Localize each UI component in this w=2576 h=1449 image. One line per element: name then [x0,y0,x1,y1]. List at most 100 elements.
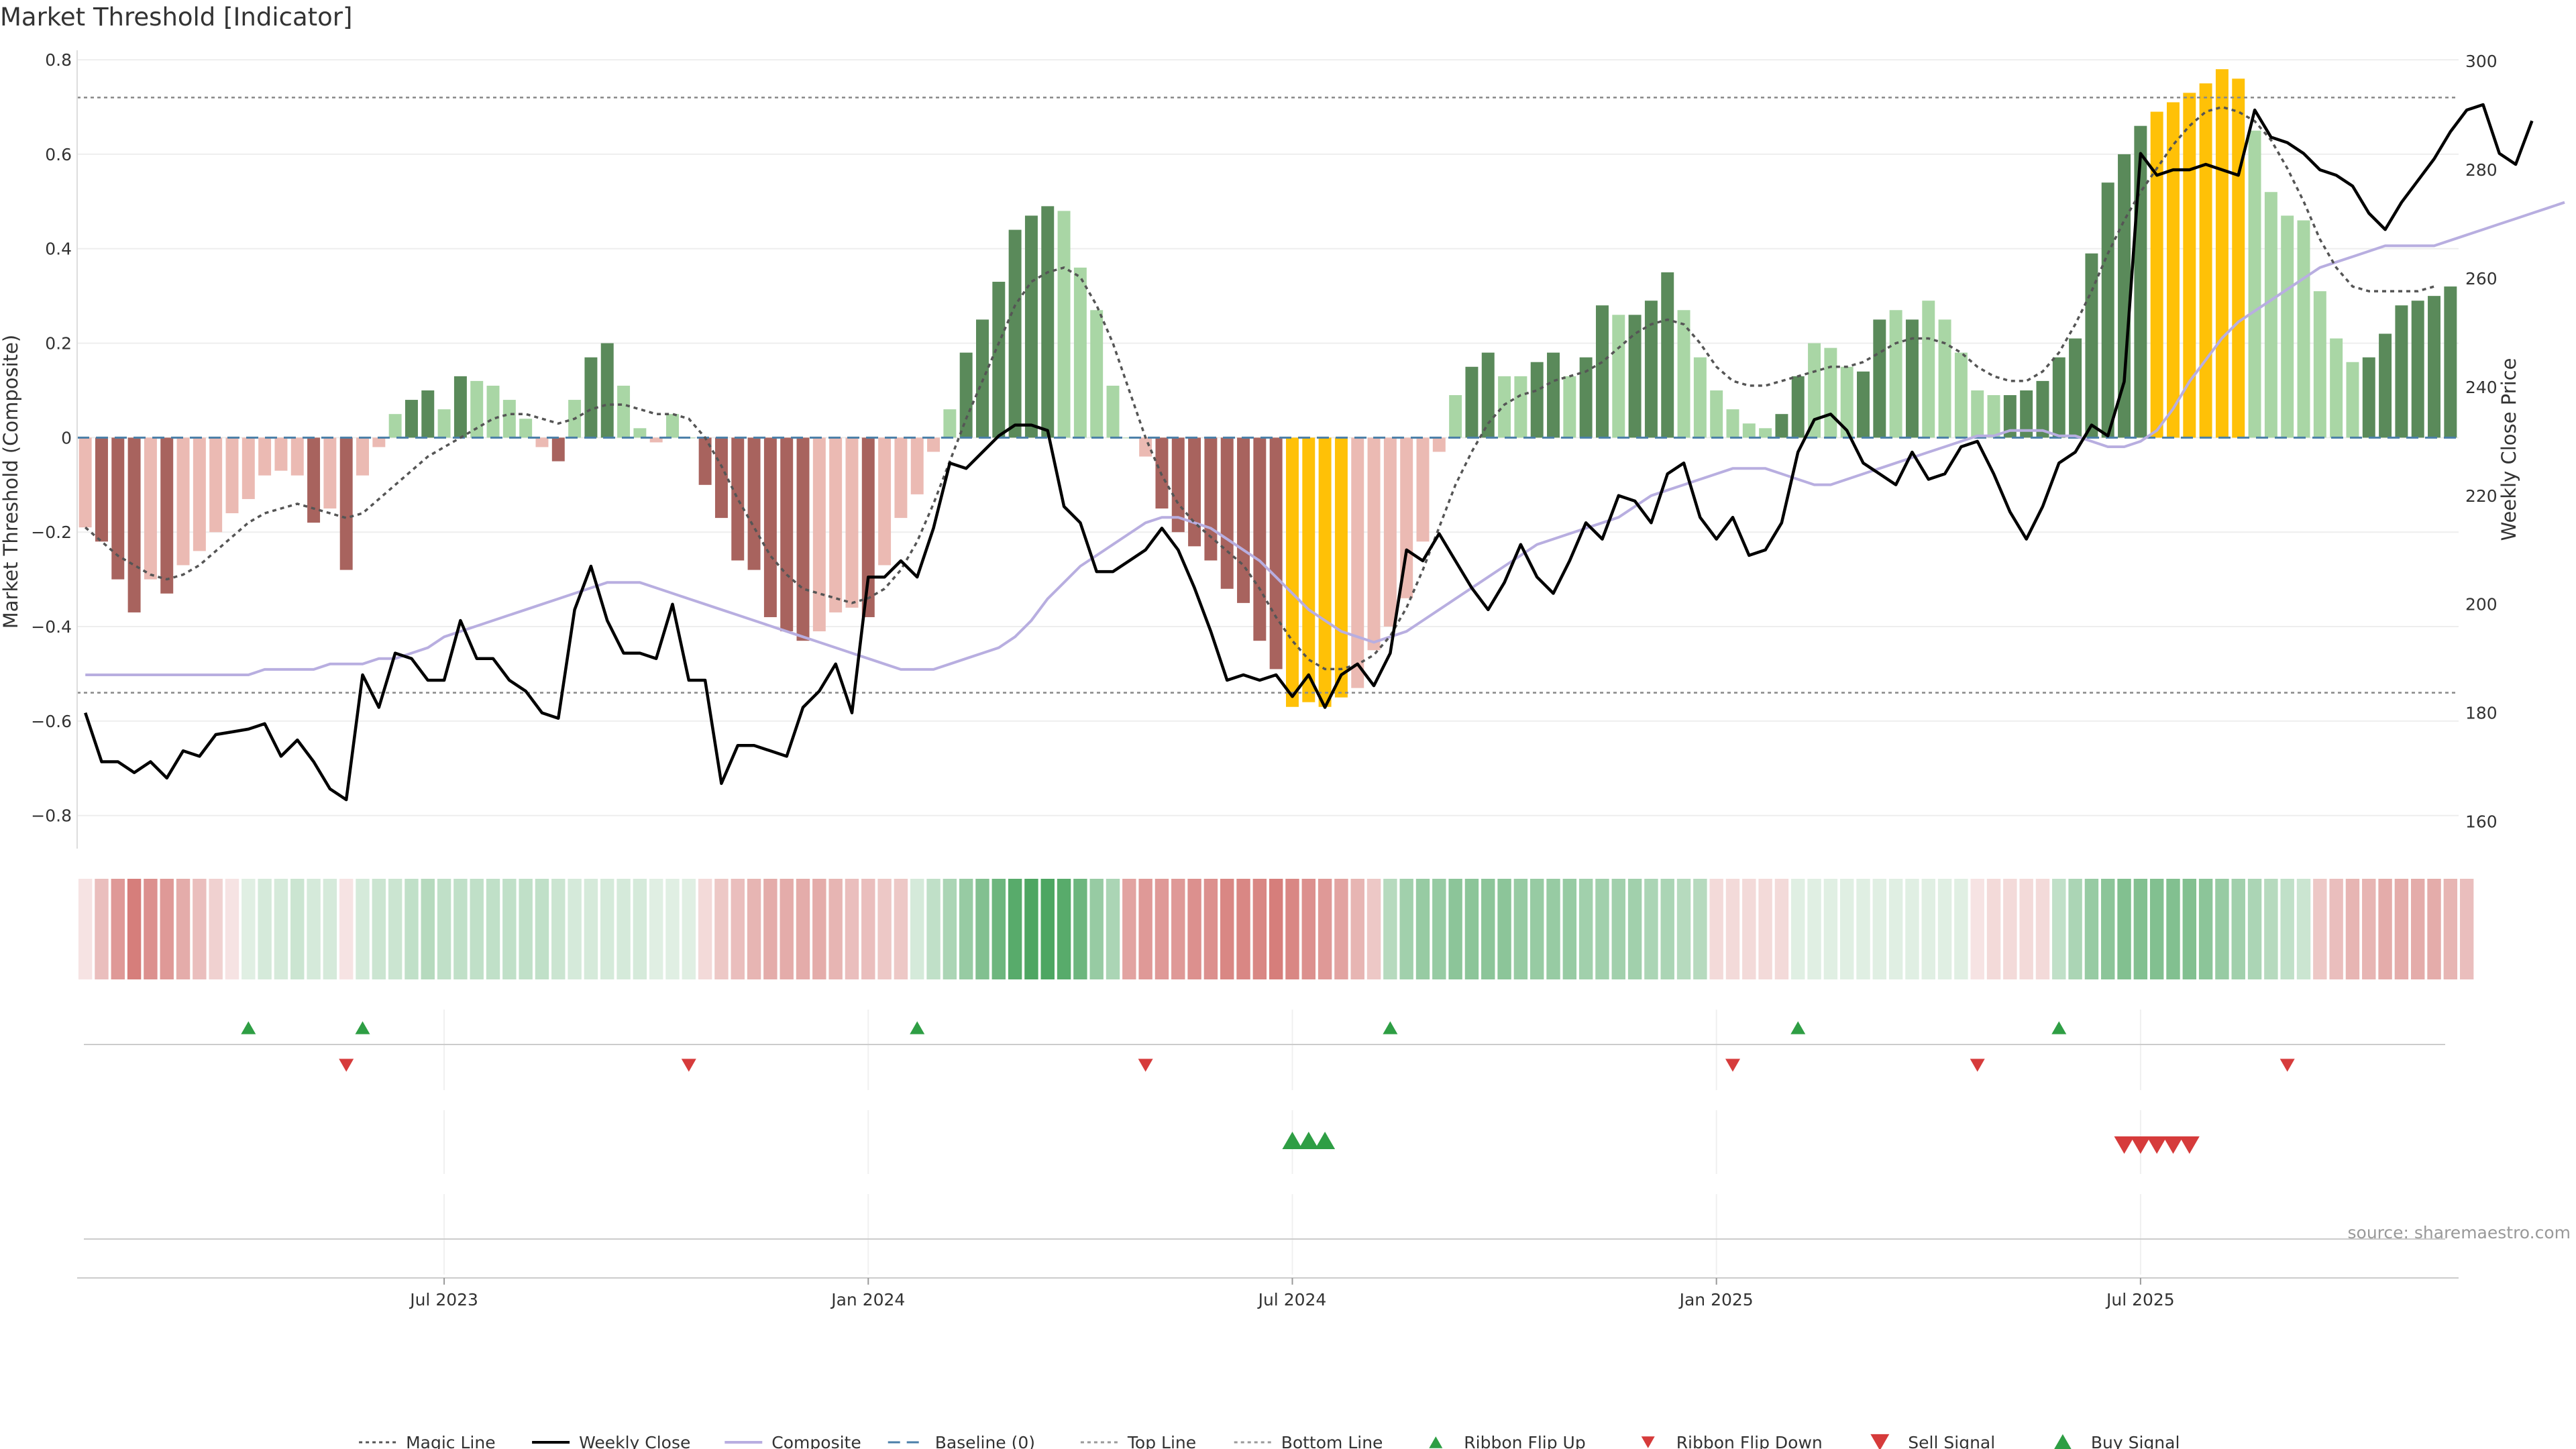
ribbon-cell [2198,879,2213,979]
composite-bar [1677,310,1690,438]
ribbon-cell [926,879,941,979]
composite-bar [1840,366,1854,438]
composite-bar [1775,414,1788,438]
composite-bar [943,409,957,438]
composite-bar [290,437,304,476]
ribbon-cell [1513,879,1528,979]
composite-bar [127,437,141,612]
ribbon-cell [991,879,1006,979]
composite-bar [1759,428,1772,438]
buy-signal-marker [1282,1131,1303,1150]
composite-bar [2003,395,2017,438]
ribbon-cell [1464,879,1479,979]
x-tick-label: Jan 2024 [830,1290,905,1309]
ribbon-cell [1089,879,1104,979]
ribbon-cell [2280,879,2294,979]
sell-signal-marker [2163,1136,2184,1155]
ribbon-cell [1627,879,1642,979]
ribbon-cell [111,879,125,979]
ribbon-cell [1578,879,1593,979]
ribbon-cell [1791,879,1805,979]
ribbon-cell [323,879,337,979]
ribbon-cell [780,879,794,979]
composite-bar [421,390,435,438]
composite-bar [1318,437,1332,707]
ribbon-cell [2133,879,2148,979]
series-lines [77,97,2565,802]
composite-bar [1905,319,1919,438]
composite-bar [176,437,190,566]
ribbon-cell [1546,879,1560,979]
ribbon-cell [1073,879,1087,979]
composite-bar [1628,315,1642,438]
y-tick-label: −0.2 [31,523,72,542]
composite-bar [1367,437,1381,651]
legend-label: Magic Line [406,1433,496,1449]
composite-bar [111,437,125,580]
ribbon-cell [2035,879,2050,979]
composite-bar [1938,319,1951,438]
composite-bar [2118,154,2131,438]
composite-bar [600,343,614,438]
legend-swatch [2054,1434,2072,1449]
composite-bar [1514,376,1527,438]
ribbon-cell [2215,879,2229,979]
y-tick-label: −0.4 [31,617,72,637]
ribbon-cell [1024,879,1038,979]
ribbon-cell [1448,879,1462,979]
composite-bar [1057,211,1071,438]
composite-bar [747,437,761,570]
legend-swatch [1429,1436,1443,1448]
composite-bar [241,437,255,499]
y-axis-title: Market Threshold (Composite) [0,335,22,629]
ribbon-cell [1171,879,1185,979]
ribbon-cell [1252,879,1267,979]
ribbon-cell [2378,879,2392,979]
ribbon-cell [1334,879,1348,979]
ribbon-cell [1187,879,1201,979]
ribbon-flip-up-marker [2051,1021,2067,1034]
ribbon-cell [910,879,924,979]
composite-bar [1253,437,1267,641]
composite-bar [2395,305,2408,438]
composite-bar [1873,319,1886,438]
composite-bar [1742,423,1756,438]
ribbon-cell [502,879,517,979]
composite-bar [633,428,647,438]
legend-label: Ribbon Flip Down [1676,1433,1823,1449]
composite-bar [2069,338,2082,438]
composite-bar [144,437,157,580]
composite-bar [1073,267,1087,438]
composite-bar [1269,437,1283,669]
ribbon-cell [225,879,239,979]
composite-bar [1334,437,1348,698]
weekly-close-line [84,103,2534,802]
composite-bar [1106,385,1120,438]
composite-bar [1351,437,1364,688]
ribbon-cell [78,879,93,979]
ribbon-cell [551,879,566,979]
composite-bar [2281,215,2294,438]
ribbon-cell [437,879,451,979]
ribbon-cell [731,879,745,979]
composite-bar [2167,102,2180,438]
composite-bar [193,437,206,551]
composite-bar [1530,362,1544,438]
composite-bar [878,437,892,566]
composite-bar [617,385,631,438]
composite-bar [1139,437,1152,457]
ribbon-cell [1693,879,1707,979]
ribbon-cell [1122,879,1136,979]
composite-bar [339,437,353,570]
ribbon-cell [894,879,908,979]
ribbon-cell [2427,879,2441,979]
ribbon-cell [1823,879,1838,979]
composite-bar [405,400,418,438]
ribbon-flip-down-marker [339,1059,354,1072]
ribbon-cell [1529,879,1544,979]
ribbon-cell [519,879,533,979]
composite-bar [2199,83,2212,438]
ribbon-cell [600,879,614,979]
ribbon-cell [290,879,305,979]
ribbon-cell [2166,879,2180,979]
